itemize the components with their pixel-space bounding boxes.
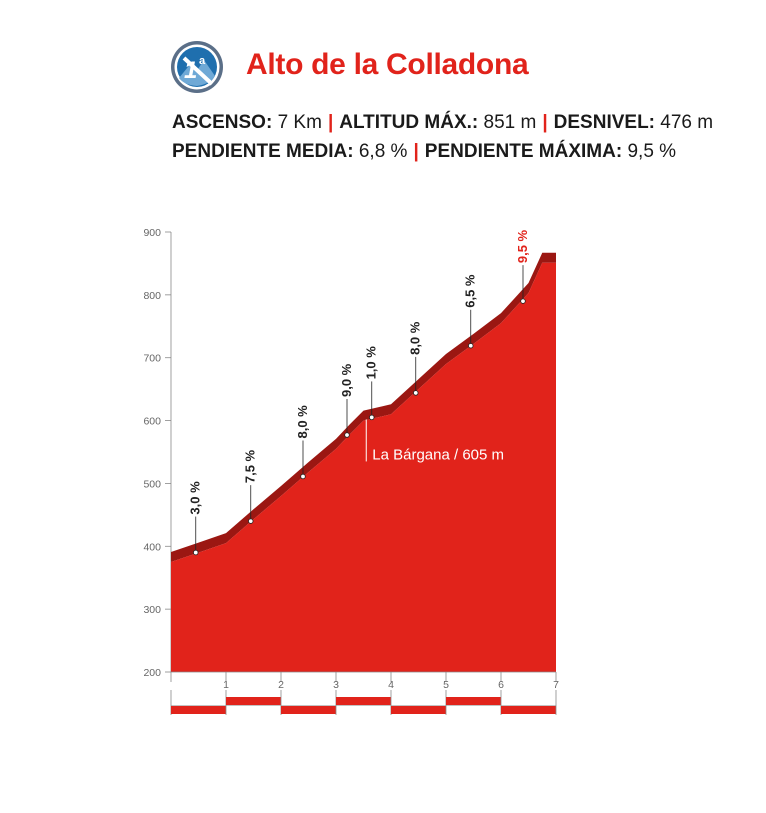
km-bar-segment [281,706,336,714]
pendiente-maxima-label: PENDIENTE MÁXIMA: [424,141,623,162]
svg-text:1: 1 [184,57,197,84]
gradient-marker [520,298,526,304]
x-tick-label: 6 [498,679,504,691]
ascenso-value: 7 Km [277,112,322,133]
x-tick-label: 3 [333,679,339,691]
pendiente-media-label: PENDIENTE MEDIA: [172,141,354,162]
ascenso-label: ASCENSO: [172,112,273,133]
y-tick-label: 300 [143,604,161,616]
separator: | [327,112,334,133]
gradient-label: 3,0 % [188,481,203,515]
separator: | [413,141,419,162]
altitud-label: ALTITUD MÁX.: [339,112,479,133]
gradient-marker [413,390,419,396]
gradient-label: 9,0 % [339,363,354,397]
gradient-label: 8,0 % [408,321,423,355]
pendiente-maxima-value: 9,5 % [627,141,677,162]
desnivel-label: DESNIVEL: [553,112,656,133]
y-tick-label: 400 [143,541,161,553]
mountain-category-badge-icon: 1 a [171,41,223,93]
stats-row-1: ASCENSO: 7 Km | ALTITUD MÁX.: 851 m | DESNIV… [172,108,713,137]
km-bar-segment [501,706,556,714]
x-tick-label: 4 [388,679,394,691]
y-tick-label: 700 [143,353,161,365]
profile-area [171,262,556,672]
x-tick-label: 2 [278,679,284,691]
km-bar-segment [226,697,281,705]
stats-row-2: PENDIENTE MEDIA: 6,8 % | PENDIENTE MÁXIMA:… [172,137,713,166]
gradient-label: 6,5 % [463,274,478,308]
km-bar-segment [336,697,391,705]
climb-stats: ASCENSO: 7 Km | ALTITUD MÁX.: 851 m | DESNIV… [172,108,713,166]
annotation-label: La Bárgana / 605 m [372,446,504,463]
y-tick-label: 800 [143,290,161,302]
gradient-marker [248,518,254,524]
gradient-label: 9,5 % [515,229,530,263]
x-tick-label: 1 [223,679,229,691]
km-bar-segment [391,706,446,714]
gradient-marker [193,549,199,556]
x-tick-label: 5 [443,679,449,691]
gradient-marker [300,473,306,480]
climb-title: Alto de la Colladona [246,48,529,81]
km-bar-segment [171,706,226,714]
x-tick-label: 7 [553,679,559,691]
y-tick-label: 500 [143,478,161,490]
svg-text:a: a [199,55,206,67]
gradient-label: 8,0 % [295,405,310,439]
km-bar-segment [446,697,501,705]
y-tick-label: 900 [143,227,161,239]
separator: | [542,112,548,133]
gradient-label: 1,0 % [364,346,379,380]
y-tick-label: 600 [143,416,161,428]
y-tick-label: 200 [143,667,161,679]
desnivel-value: 476 m [660,112,714,133]
gradient-marker [468,343,474,349]
altitud-value: 851 m [483,112,537,133]
pendiente-media-value: 6,8 % [358,141,408,162]
gradient-marker [369,414,375,421]
gradient-marker [344,432,350,438]
gradient-label: 7,5 % [243,449,258,483]
